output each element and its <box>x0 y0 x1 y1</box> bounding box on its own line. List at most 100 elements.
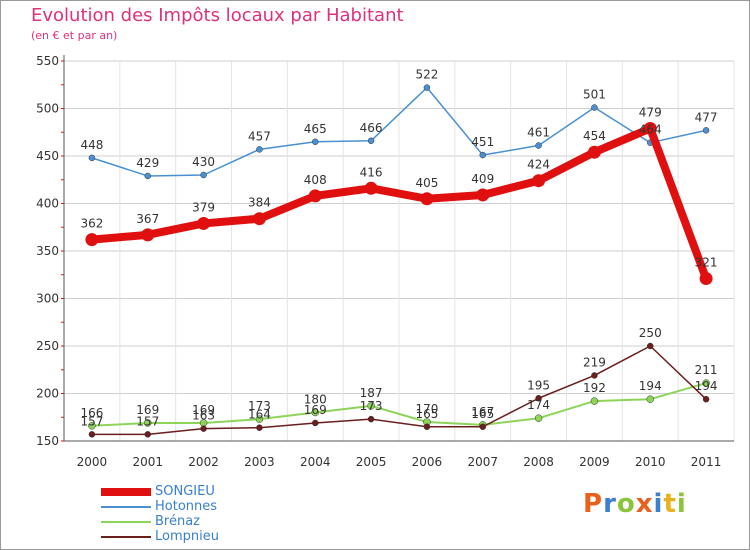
data-label: 367 <box>136 212 159 226</box>
data-label: 157 <box>80 414 103 428</box>
data-label: 321 <box>695 256 718 270</box>
data-label: 501 <box>583 88 606 102</box>
y-tick-label: 400 <box>36 197 59 211</box>
data-label: 477 <box>695 110 718 124</box>
data-point <box>535 395 542 402</box>
legend-label: Hotonnes <box>155 499 218 514</box>
series-line <box>91 382 707 427</box>
data-label: 170 <box>415 402 438 416</box>
data-label: 429 <box>136 156 159 170</box>
data-point <box>590 397 599 405</box>
data-label: 165 <box>415 407 438 421</box>
data-label: 409 <box>471 172 494 186</box>
data-label: 166 <box>80 406 103 420</box>
data-point <box>535 142 542 149</box>
data-point <box>367 415 375 423</box>
data-point <box>367 137 375 145</box>
y-tick-label: 500 <box>36 102 59 116</box>
data-label: 522 <box>415 68 438 82</box>
data-label: 448 <box>80 138 103 152</box>
series <box>85 84 713 438</box>
data-label: 174 <box>527 398 550 412</box>
data-point <box>141 228 155 242</box>
data-point <box>479 423 486 430</box>
x-tick-label: 2001 <box>132 455 163 469</box>
axes: 150 200 250 300 350 400 450 500 550 2000 2001 2002 2… <box>36 54 734 469</box>
data-label: 157 <box>136 414 159 428</box>
x-tick-label: 2008 <box>523 455 554 469</box>
series-line <box>91 124 710 280</box>
logo-letter: x <box>635 489 654 519</box>
data-label: 163 <box>192 409 215 423</box>
legend-swatch <box>101 536 151 538</box>
logo-letter: i <box>676 489 687 519</box>
data-label: 194 <box>695 379 718 393</box>
data-label: 457 <box>248 129 271 143</box>
x-tick-label: 2009 <box>579 455 610 469</box>
y-tick-label: 150 <box>36 434 59 448</box>
y-tick-label: 250 <box>36 339 59 353</box>
data-point <box>479 151 486 159</box>
data-label: 479 <box>639 105 662 119</box>
data-label: 416 <box>360 165 383 179</box>
data-point <box>534 414 543 422</box>
data-point <box>88 422 96 430</box>
x-tick-label: 2007 <box>467 455 498 469</box>
grid <box>63 60 735 442</box>
data-point <box>423 84 431 91</box>
y-tick-label: 450 <box>36 149 59 163</box>
data-label: 167 <box>471 405 494 419</box>
x-tick-label: 2010 <box>635 455 666 469</box>
data-label: 465 <box>304 122 327 136</box>
data-point <box>476 188 490 202</box>
x-tick-label: 2006 <box>412 455 443 469</box>
legend-swatch <box>101 488 151 496</box>
data-label: 451 <box>471 135 494 149</box>
data-point <box>200 425 207 432</box>
data-label: 180 <box>304 393 327 407</box>
data-point <box>587 145 601 159</box>
logo-letter: t <box>663 489 677 519</box>
data-label: 466 <box>360 121 383 135</box>
x-tick-label: 2011 <box>691 455 722 469</box>
data-point <box>591 104 598 111</box>
data-label: 424 <box>527 158 550 172</box>
data-label: 173 <box>360 399 383 413</box>
data-point <box>702 379 710 387</box>
data-label: 461 <box>527 126 550 140</box>
legend-swatch <box>101 506 151 508</box>
data-label: 405 <box>415 176 438 190</box>
data-point <box>197 216 211 230</box>
data-point <box>252 212 266 226</box>
y-tick-label: 200 <box>36 387 59 401</box>
logo-letter: r <box>603 489 617 519</box>
legend-swatch <box>101 521 151 523</box>
data-point <box>312 138 319 145</box>
data-label: 173 <box>248 399 271 413</box>
data-label: 379 <box>192 200 215 214</box>
legend-label: SONGIEU <box>155 484 215 499</box>
data-point <box>699 272 713 286</box>
data-point <box>312 419 319 427</box>
data-point <box>144 431 151 438</box>
data-point <box>85 233 99 247</box>
data-label: 169 <box>192 403 215 417</box>
data-label: 454 <box>583 129 606 143</box>
data-point <box>532 174 546 188</box>
data-label: 194 <box>639 379 662 393</box>
data-point <box>367 402 375 410</box>
data-point <box>144 419 152 427</box>
x-tick-label: 2003 <box>244 455 275 469</box>
data-point <box>420 192 434 206</box>
data-label: 464 <box>639 123 662 137</box>
data-label: 384 <box>248 196 271 210</box>
data-label: 250 <box>639 326 662 340</box>
y-tick-label: 550 <box>36 54 59 68</box>
data-point <box>88 154 96 162</box>
logo-letter: P <box>583 489 604 519</box>
y-tick-label: 300 <box>36 292 59 306</box>
x-tick-label: 2004 <box>300 455 331 469</box>
